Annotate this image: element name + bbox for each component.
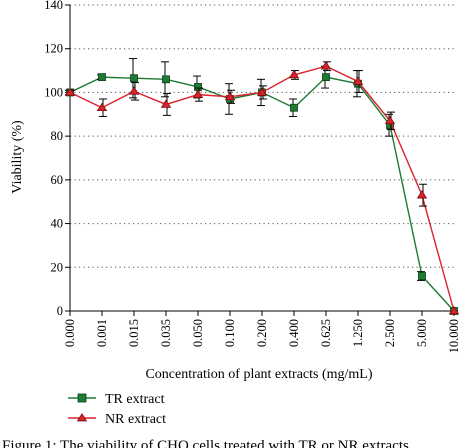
legend-marker-nr: [76, 412, 88, 422]
point-1-5: [224, 91, 236, 101]
figure-caption: Figure 1: The viability of CHO cells tre…: [2, 438, 409, 448]
x-tick-label-0.015: 0.015: [127, 319, 141, 347]
point-0-4: [194, 83, 202, 91]
x-tick-label-0.050: 0.050: [191, 319, 205, 347]
legend: TR extract NR extract: [68, 392, 166, 427]
point-1-3: [160, 99, 172, 108]
x-tick-label-1.250: 1.250: [351, 319, 365, 347]
point-1-1: [96, 102, 108, 112]
y-tick-label-120: 120: [44, 42, 63, 56]
y-tick-label-20: 20: [51, 260, 64, 274]
point-0-7: [290, 103, 298, 112]
series-layer: [64, 58, 460, 315]
x-tick-label-0.035: 0.035: [159, 319, 173, 347]
series-line-1: [69, 65, 455, 312]
x-tick-label-10.000: 10.000: [447, 319, 461, 353]
y-tick-label-140: 140: [44, 0, 63, 12]
x-tick-label-2.500: 2.500: [383, 319, 397, 347]
point-1-8: [320, 61, 332, 70]
x-tick-label-5.000: 5.000: [415, 319, 429, 347]
series-nr-extract: [64, 61, 460, 315]
point-1-7: [288, 69, 300, 79]
point-1-10: [384, 115, 396, 125]
point-0-2: [130, 74, 138, 83]
point-1-2: [128, 86, 140, 95]
legend-label-tr: TR extract: [105, 392, 165, 407]
point-0-1: [98, 73, 106, 82]
y-tick-label-0: 0: [57, 304, 63, 318]
y-tick-label-60: 60: [51, 173, 64, 187]
x-tick-label-0.000: 0.000: [63, 319, 77, 347]
point-1-0: [64, 87, 76, 96]
x-tick-label-0.625: 0.625: [319, 319, 333, 347]
point-1-12: [448, 305, 460, 315]
x-tick-label-0.100: 0.100: [223, 319, 237, 347]
point-0-11: [418, 272, 426, 280]
y-axis: 0 20 40 60 80 100 120 140: [44, 0, 71, 318]
point-1-4: [192, 89, 204, 98]
series-line-0: [69, 76, 455, 312]
x-tick-label-0.200: 0.200: [255, 319, 269, 347]
point-1-6: [256, 87, 268, 96]
x-tick-label-0.400: 0.400: [287, 319, 301, 347]
y-axis-title: Viability (%): [10, 120, 25, 194]
point-0-8: [322, 73, 330, 82]
x-axis: 0.000 0.001 0.015 0.035 0.050 0.100 0.200 0.400…: [63, 310, 461, 353]
x-axis-title: Concentration of plant extracts (mg/mL): [145, 367, 372, 382]
y-tick-label-80: 80: [51, 129, 64, 143]
legend-marker-tr: [77, 393, 87, 403]
x-tick-label-0.001: 0.001: [95, 319, 109, 347]
point-1-11: [416, 190, 428, 199]
point-1-9: [352, 76, 364, 85]
y-tick-label-40: 40: [51, 217, 64, 231]
y-tick-label-100: 100: [44, 85, 63, 99]
point-0-3: [162, 75, 170, 84]
legend-label-nr: NR extract: [105, 412, 166, 427]
